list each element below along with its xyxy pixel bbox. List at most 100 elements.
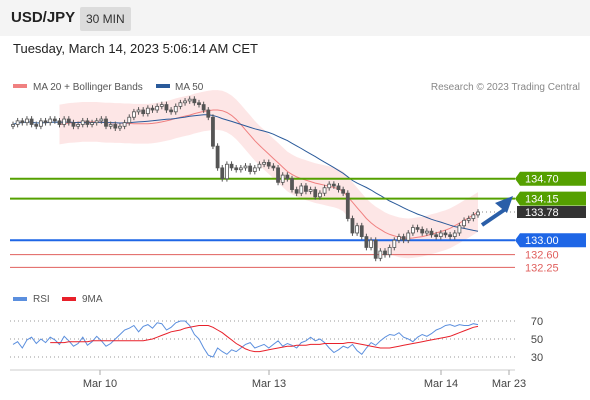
x-tick-label: Mar 13 (252, 378, 286, 390)
candle-body (304, 185, 308, 192)
candle-body (62, 118, 67, 125)
rsi-level-label: 30 (531, 352, 543, 364)
candle-body (410, 227, 415, 234)
candle-body (201, 104, 206, 111)
candle-body (290, 178, 294, 190)
candle-body (317, 192, 322, 198)
candle-body (127, 116, 132, 124)
candle-body (406, 232, 411, 241)
candle-body (11, 124, 15, 127)
candle-body (220, 167, 225, 180)
candle-body (369, 239, 373, 248)
candle-body (438, 232, 443, 237)
ma50-legend-label: MA 50 (175, 82, 204, 93)
rsi-legend-swatch (13, 297, 27, 301)
pivot-tag (515, 233, 586, 248)
ma50-legend-swatch (156, 84, 170, 88)
ma20-legend-swatch (13, 84, 27, 88)
candle-body (197, 102, 201, 105)
resistance-label: 134.70 (525, 174, 559, 186)
candle-body (466, 218, 471, 221)
candle-body (401, 236, 406, 241)
candle-body (192, 98, 197, 104)
candle-body (462, 219, 466, 227)
candle-body (173, 105, 178, 113)
symbol-label: USD/JPY (11, 9, 76, 26)
candle-body (15, 120, 20, 125)
candle-body (257, 163, 262, 169)
candle-body (443, 232, 448, 236)
candle-body (224, 163, 229, 180)
candle-body (373, 239, 378, 259)
forecast-arrow-shaft (480, 206, 509, 227)
bollinger-band (59, 90, 478, 259)
candle-body (327, 183, 332, 189)
candle-body (20, 120, 25, 124)
x-tick-label: Mar 23 (492, 378, 526, 390)
candle-body (415, 227, 420, 230)
rsi-legend-label: RSI (33, 294, 50, 305)
rsi-panel: 70 50 30 (10, 316, 543, 364)
candle-body (252, 167, 257, 172)
candle-body (164, 104, 169, 111)
rsi-ma-line (50, 325, 479, 353)
candle-body (206, 109, 211, 118)
resistance-tag (515, 171, 586, 186)
rsi-level-label: 70 (531, 316, 543, 328)
candle-body (271, 165, 276, 169)
candle-body (150, 107, 155, 111)
candle-body (211, 116, 215, 147)
forecast-arrow (480, 196, 513, 227)
candle-body (169, 109, 174, 113)
candle-body (52, 118, 57, 122)
candle-body (187, 98, 192, 102)
candle-body (118, 125, 122, 129)
candle-body (355, 225, 360, 234)
candle-body (331, 183, 336, 187)
candle-body (336, 185, 341, 190)
candle-body (80, 120, 85, 125)
candle-body (131, 111, 136, 118)
candle-body (397, 236, 401, 241)
candle-body (313, 189, 318, 198)
candle-body (234, 167, 239, 171)
candle-body (43, 120, 48, 124)
candle-body (183, 100, 187, 104)
candle-body (34, 124, 39, 127)
candle-body (383, 250, 387, 256)
candle-body (159, 104, 164, 107)
candle-body (262, 162, 267, 165)
candle-body (285, 174, 290, 180)
copyright-text: Research © 2023 Trading Central (431, 82, 580, 93)
last-price-label: 133.78 (525, 207, 559, 219)
candle-body (29, 118, 34, 125)
x-tick-label: Mar 14 (424, 378, 458, 390)
last-price-tag (517, 206, 586, 218)
candle-body (322, 187, 327, 194)
rsi-ma-legend-label: 9MA (82, 294, 103, 305)
candle-body (280, 174, 285, 183)
rsi-ma-legend-swatch (62, 297, 76, 301)
candle-body (104, 118, 108, 127)
candle-body (308, 189, 313, 192)
candle-body (266, 162, 271, 167)
candle-body (141, 109, 146, 115)
candle-body (90, 122, 94, 125)
candle-body (57, 120, 62, 125)
support-label: 132.25 (525, 262, 559, 274)
ma20-legend-label: MA 20 + Bollinger Bands (33, 82, 143, 93)
candle-body (136, 109, 141, 113)
interval-button[interactable]: 30 MIN (80, 7, 131, 31)
candle-body (434, 234, 439, 237)
candle-body (48, 118, 53, 124)
candle-body (108, 124, 113, 127)
candle-body (452, 232, 457, 237)
candle-body (94, 120, 99, 124)
candle-body (476, 211, 480, 216)
x-axis: Mar 10 Mar 13 Mar 14 Mar 23 (83, 370, 526, 390)
candle-body (424, 230, 429, 234)
candle-body (457, 225, 462, 234)
candle-body (341, 189, 346, 194)
